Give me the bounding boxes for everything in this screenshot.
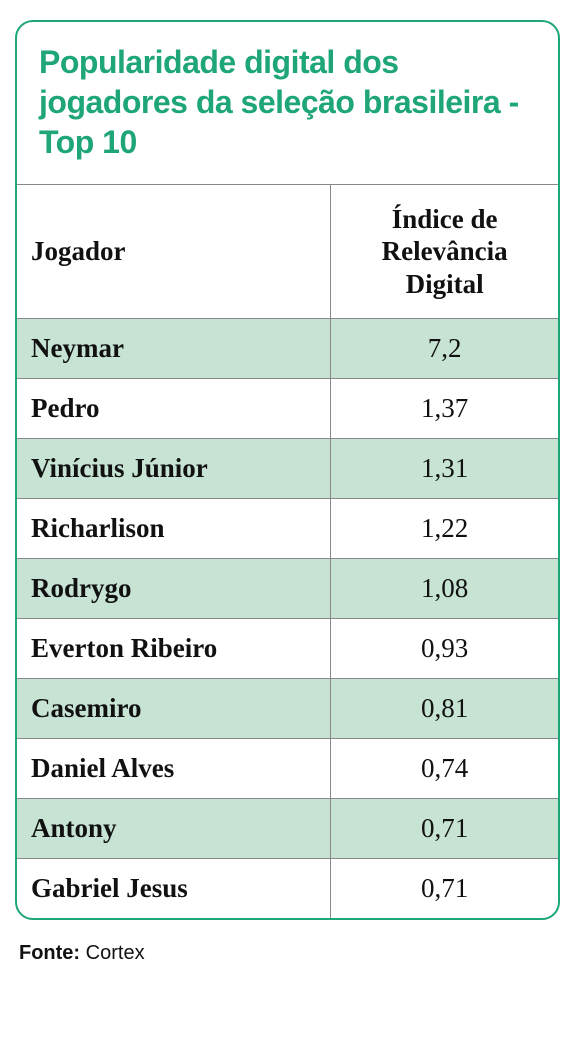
table-card: Popularidade digital dos jogadores da se…: [15, 20, 560, 920]
card-title: Popularidade digital dos jogadores da se…: [17, 22, 558, 184]
players-table: Jogador Índice de Relevância Digital Ney…: [17, 184, 558, 918]
cell-index: 0,71: [331, 859, 558, 919]
cell-index: 1,31: [331, 439, 558, 499]
source-name: Cortex: [86, 942, 145, 964]
cell-player: Vinícius Júnior: [17, 439, 331, 499]
cell-index: 7,2: [331, 319, 558, 379]
table-row: Gabriel Jesus 0,71: [17, 859, 558, 919]
cell-player: Neymar: [17, 319, 331, 379]
cell-player: Everton Ribeiro: [17, 619, 331, 679]
table-row: Pedro 1,37: [17, 379, 558, 439]
cell-index: 1,22: [331, 499, 558, 559]
table-row: Daniel Alves 0,74: [17, 739, 558, 799]
cell-player: Rodrygo: [17, 559, 331, 619]
cell-player: Richarlison: [17, 499, 331, 559]
cell-player: Gabriel Jesus: [17, 859, 331, 919]
table-row: Rodrygo 1,08: [17, 559, 558, 619]
cell-index: 0,71: [331, 799, 558, 859]
table-row: Neymar 7,2: [17, 319, 558, 379]
table-row: Everton Ribeiro 0,93: [17, 619, 558, 679]
source-line: Fonte: Cortex: [15, 942, 560, 965]
cell-player: Daniel Alves: [17, 739, 331, 799]
col-header-index: Índice de Relevância Digital: [331, 185, 558, 319]
cell-index: 0,74: [331, 739, 558, 799]
table-row: Casemiro 0,81: [17, 679, 558, 739]
cell-player: Casemiro: [17, 679, 331, 739]
table-row: Vinícius Júnior 1,31: [17, 439, 558, 499]
cell-index: 0,93: [331, 619, 558, 679]
cell-player: Antony: [17, 799, 331, 859]
table-header-row: Jogador Índice de Relevância Digital: [17, 185, 558, 319]
cell-player: Pedro: [17, 379, 331, 439]
cell-index: 1,08: [331, 559, 558, 619]
source-label: Fonte:: [19, 942, 80, 964]
col-header-player: Jogador: [17, 185, 331, 319]
table-row: Richarlison 1,22: [17, 499, 558, 559]
table-row: Antony 0,71: [17, 799, 558, 859]
cell-index: 1,37: [331, 379, 558, 439]
cell-index: 0,81: [331, 679, 558, 739]
